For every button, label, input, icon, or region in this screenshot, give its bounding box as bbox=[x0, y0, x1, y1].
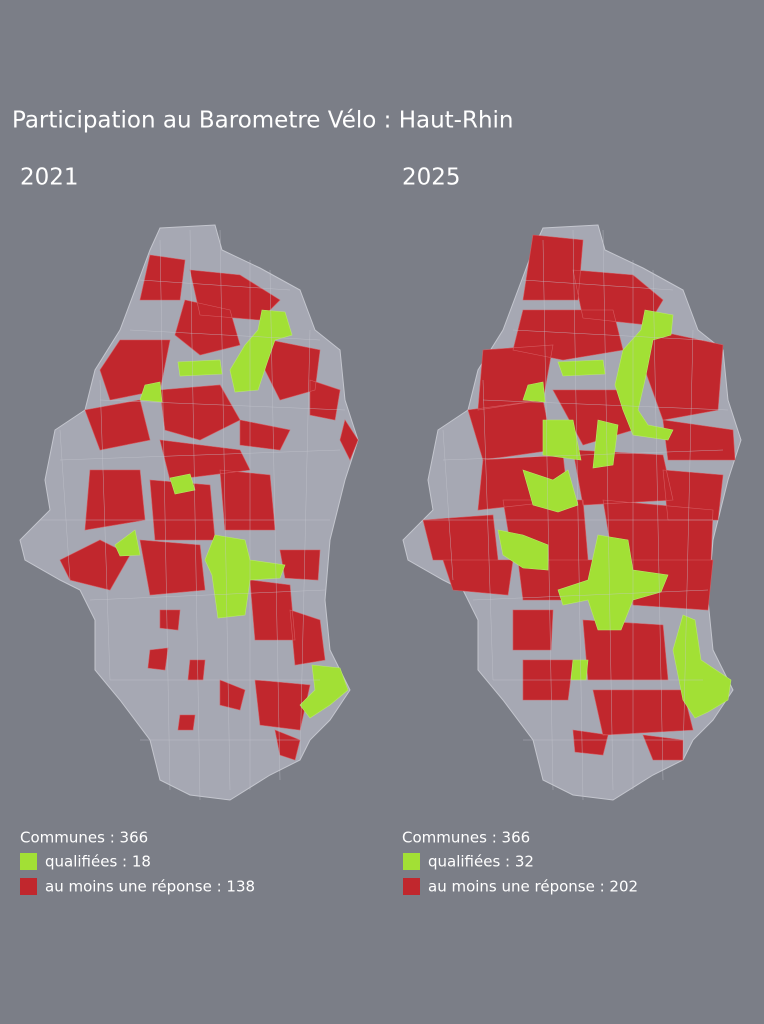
year-label: 2021 bbox=[20, 165, 79, 191]
legend-responded: au moins une réponse : 138 bbox=[45, 878, 255, 896]
title: Participation au Barometre Vélo : Haut-R… bbox=[12, 108, 514, 134]
legend-swatch bbox=[403, 853, 420, 870]
map-2025 bbox=[402, 224, 742, 801]
legend-2021: Communes : 366 qualifiées : 18 au moins … bbox=[20, 829, 255, 896]
legend-communes: Communes : 366 bbox=[402, 829, 530, 847]
legend-swatch bbox=[20, 853, 37, 870]
legend-responded: au moins une réponse : 202 bbox=[428, 878, 638, 896]
legend-qualified: qualifiées : 18 bbox=[45, 853, 151, 871]
legend-swatch bbox=[403, 878, 420, 895]
map-2021 bbox=[19, 224, 359, 801]
legend-qualified: qualifiées : 32 bbox=[428, 853, 534, 871]
legend-swatch bbox=[20, 878, 37, 895]
year-label: 2025 bbox=[402, 165, 461, 191]
legend-2025: Communes : 366 qualifiées : 32 au moins … bbox=[402, 829, 638, 896]
legend-communes: Communes : 366 bbox=[20, 829, 148, 847]
